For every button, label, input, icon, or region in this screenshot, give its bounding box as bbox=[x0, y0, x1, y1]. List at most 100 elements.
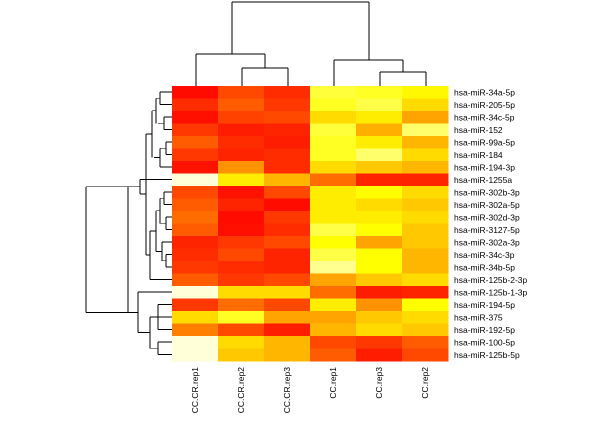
heatmap-cell-r17-c1 bbox=[218, 298, 265, 312]
column-labels: CC.CR.rep1 CC.CR.rep2 CC.CR.rep3 CC.rep1 CC.… bbox=[190, 367, 430, 414]
heatmap-cell-r19-c4 bbox=[356, 323, 403, 337]
heatmap-cell-r14-c2 bbox=[264, 261, 311, 274]
heatmap-cell-r17-c4 bbox=[356, 298, 403, 312]
heatmap-cell-r13-c2 bbox=[264, 248, 311, 262]
heatmap-cell-r20-c1 bbox=[218, 336, 265, 349]
row-label: hsa-miR-205-5p bbox=[454, 100, 515, 110]
heatmap-cell-r11-c5 bbox=[402, 223, 449, 237]
heatmap-cell-r12-c0 bbox=[172, 236, 219, 249]
row-label: hsa-miR-302a-3p bbox=[454, 237, 520, 247]
heatmap-cell-r17-c3 bbox=[310, 298, 357, 312]
row-label: hsa-miR-34c-3p bbox=[454, 250, 515, 260]
heatmap-cell-r15-c4 bbox=[356, 273, 403, 287]
heatmap-cell-r18-c4 bbox=[356, 311, 403, 324]
heatmap-cell-r8-c1 bbox=[218, 186, 265, 199]
heatmap-cell-r19-c5 bbox=[402, 323, 449, 337]
heatmap-cell-r11-c1 bbox=[218, 223, 265, 237]
heatmap-cell-r20-c2 bbox=[264, 336, 311, 349]
row-label: hsa-miR-152 bbox=[454, 125, 503, 135]
heatmap-cell-r11-c3 bbox=[310, 223, 357, 237]
heatmap-cell-r0-c1 bbox=[218, 86, 265, 99]
row-label: hsa-miR-375 bbox=[454, 312, 503, 322]
heatmap-cell-r6-c3 bbox=[310, 161, 357, 174]
heatmap-cell-r13-c3 bbox=[310, 248, 357, 262]
heatmap-cell-r1-c3 bbox=[310, 98, 357, 112]
heatmap-cell-r18-c1 bbox=[218, 311, 265, 324]
heatmap-cell-r9-c0 bbox=[172, 198, 219, 212]
heatmap-cell-r11-c4 bbox=[356, 223, 403, 237]
row-label: hsa-miR-100-5p bbox=[454, 337, 515, 347]
heatmap-cell-r6-c2 bbox=[264, 161, 311, 174]
heatmap-cell-r8-c5 bbox=[402, 186, 449, 199]
heatmap-cell-r4-c3 bbox=[310, 136, 357, 149]
heatmap-cell-r4-c1 bbox=[218, 136, 265, 149]
row-label: hsa-miR-99a-5p bbox=[454, 137, 515, 147]
heatmap-cell-r1-c0 bbox=[172, 98, 219, 112]
column-label: CC.rep2 bbox=[420, 367, 430, 399]
heatmap-cell-r3-c2 bbox=[264, 123, 311, 137]
heatmap-cell-r20-c0 bbox=[172, 336, 219, 349]
heatmap-cell-r12-c4 bbox=[356, 236, 403, 249]
heatmap-cell-r3-c5 bbox=[402, 123, 449, 137]
row-label: hsa-miR-125b-2-3p bbox=[454, 275, 527, 285]
heatmap-cell-r1-c2 bbox=[264, 98, 311, 112]
row-dendrogram bbox=[85, 91, 172, 355]
row-label: hsa-miR-34c-5p bbox=[454, 112, 515, 122]
heatmap-cell-r5-c3 bbox=[310, 148, 357, 162]
heatmap-cell-r7-c0 bbox=[172, 173, 219, 187]
heatmap-cell-r2-c3 bbox=[310, 111, 357, 124]
heatmap-cell-r18-c0 bbox=[172, 311, 219, 324]
heatmap-cell-r12-c5 bbox=[402, 236, 449, 249]
heatmap-cell-r21-c1 bbox=[218, 348, 265, 362]
heatmap-cell-r19-c0 bbox=[172, 323, 219, 337]
heatmap-cell-r3-c4 bbox=[356, 123, 403, 137]
heatmap-cell-r20-c5 bbox=[402, 336, 449, 349]
heatmap-cell-r13-c1 bbox=[218, 248, 265, 262]
heatmap-cell-r15-c2 bbox=[264, 273, 311, 287]
heatmap-cell-r3-c1 bbox=[218, 123, 265, 137]
heatmap-cell-r9-c4 bbox=[356, 198, 403, 212]
heatmap-cell-r8-c4 bbox=[356, 186, 403, 199]
heatmap-cell-r7-c1 bbox=[218, 173, 265, 187]
heatmap-cell-r4-c0 bbox=[172, 136, 219, 149]
column-label: CC.CR.rep2 bbox=[236, 367, 246, 414]
heatmap-cell-r19-c1 bbox=[218, 323, 265, 337]
heatmap-cell-r12-c1 bbox=[218, 236, 265, 249]
heatmap-cell-r0-c4 bbox=[356, 86, 403, 99]
heatmap-cell-r2-c5 bbox=[402, 111, 449, 124]
heatmap-cell-r6-c4 bbox=[356, 161, 403, 174]
column-label: CC.CR.rep1 bbox=[190, 367, 200, 414]
row-label: hsa-miR-302a-5p bbox=[454, 200, 520, 210]
heatmap-cell-r15-c5 bbox=[402, 273, 449, 287]
heatmap-cell-r16-c1 bbox=[218, 286, 265, 299]
row-label: hsa-miR-34a-5p bbox=[454, 87, 515, 97]
heatmap-cell-r20-c4 bbox=[356, 336, 403, 349]
heatmap-cell-r16-c4 bbox=[356, 286, 403, 299]
heatmap-cell-r0-c5 bbox=[402, 86, 449, 99]
heatmap-cell-r15-c0 bbox=[172, 273, 219, 287]
heatmap-cell-r15-c1 bbox=[218, 273, 265, 287]
row-label: hsa-miR-194-5p bbox=[454, 300, 515, 310]
heatmap-cell-r0-c3 bbox=[310, 86, 357, 99]
heatmap-cell-r21-c4 bbox=[356, 348, 403, 362]
heatmap-cell-r10-c2 bbox=[264, 211, 311, 224]
heatmap-cell-r2-c0 bbox=[172, 111, 219, 124]
heatmap-cell-r19-c3 bbox=[310, 323, 357, 337]
heatmap-cell-r14-c3 bbox=[310, 261, 357, 274]
heatmap-cell-r7-c2 bbox=[264, 173, 311, 187]
heatmap-cell-r10-c5 bbox=[402, 211, 449, 224]
heatmap-cell-r8-c2 bbox=[264, 186, 311, 199]
heatmap-cell-r10-c3 bbox=[310, 211, 357, 224]
heatmap-cell-r21-c2 bbox=[264, 348, 311, 362]
column-label: CC.rep1 bbox=[328, 367, 338, 399]
heatmap-cell-r14-c5 bbox=[402, 261, 449, 274]
heatmap-cell-r7-c3 bbox=[310, 173, 357, 187]
row-label: hsa-miR-184 bbox=[454, 150, 503, 160]
heatmap-cell-r7-c4 bbox=[356, 173, 403, 187]
heatmap-cell-r2-c2 bbox=[264, 111, 311, 124]
heatmap-cell-r8-c3 bbox=[310, 186, 357, 199]
heatmap-cell-r12-c2 bbox=[264, 236, 311, 249]
heatmap-cell-r11-c2 bbox=[264, 223, 311, 237]
heatmap-cell-r17-c2 bbox=[264, 298, 311, 312]
